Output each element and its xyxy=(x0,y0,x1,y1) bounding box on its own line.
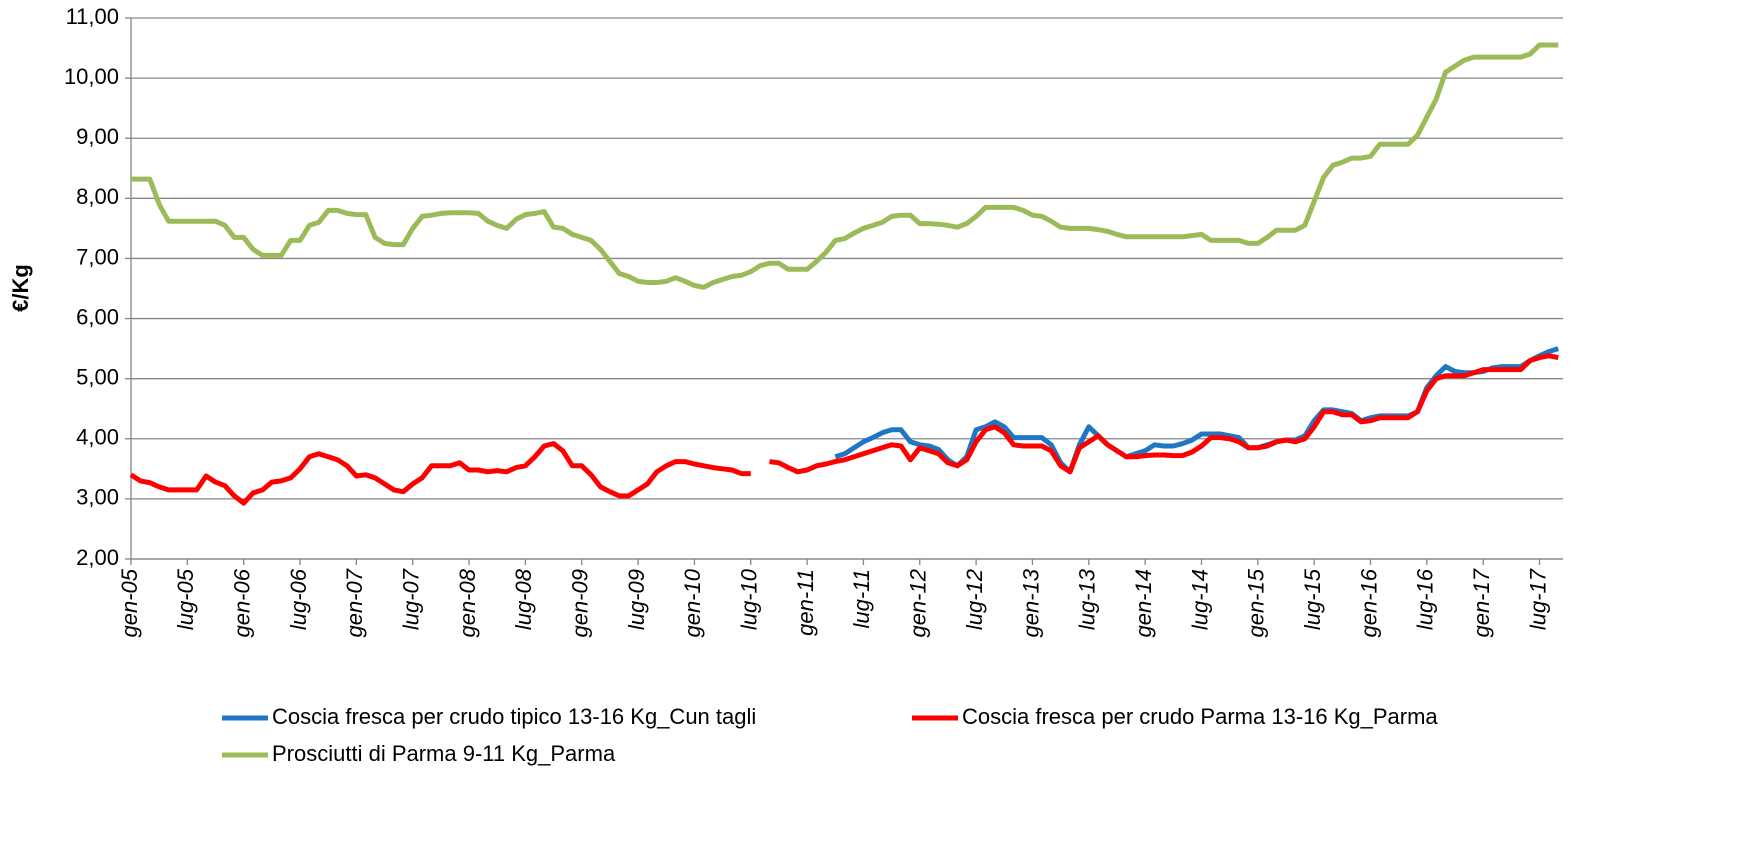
legend-label: Coscia fresca per crudo Parma 13-16 Kg_P… xyxy=(962,704,1438,729)
x-tick-label: lug-14 xyxy=(1187,569,1212,630)
x-tick-label: gen-13 xyxy=(1018,568,1043,637)
x-tick-label: lug-11 xyxy=(849,569,874,629)
legend-label: Coscia fresca per crudo tipico 13-16 Kg_… xyxy=(272,704,756,729)
x-tick-label: gen-17 xyxy=(1469,568,1494,637)
x-tick-label: gen-08 xyxy=(455,568,480,637)
x-tick-label: gen-09 xyxy=(568,569,593,638)
x-tick-label: lug-15 xyxy=(1300,568,1325,630)
y-tick-label: 11,00 xyxy=(66,4,119,29)
x-tick-label: gen-16 xyxy=(1356,568,1381,637)
y-axis-label: €/Kg xyxy=(8,264,33,312)
x-tick-label: lug-07 xyxy=(399,568,424,630)
y-tick-label: 8,00 xyxy=(76,184,119,209)
x-tick-label: gen-10 xyxy=(680,568,705,637)
y-tick-label: 4,00 xyxy=(76,425,119,450)
y-tick-label: 10,00 xyxy=(64,64,119,89)
y-tick-label: 9,00 xyxy=(76,124,119,149)
x-tick-label: lug-08 xyxy=(511,568,536,630)
x-tick-label: lug-16 xyxy=(1413,568,1438,630)
series-line xyxy=(129,353,1559,506)
x-tick-label: lug-05 xyxy=(173,568,198,630)
series-line xyxy=(131,42,1559,290)
x-tick-label: gen-14 xyxy=(1131,569,1156,638)
y-tick-label: 2,00 xyxy=(76,545,119,570)
x-tick-label: lug-09 xyxy=(624,569,649,630)
x-tick-label: lug-12 xyxy=(962,569,987,630)
x-tick-label: lug-13 xyxy=(1075,568,1100,630)
x-tick-label: lug-10 xyxy=(737,568,762,630)
x-tick-label: gen-07 xyxy=(342,568,367,637)
y-tick-label: 7,00 xyxy=(76,244,119,269)
x-tick-label: gen-05 xyxy=(117,568,142,637)
x-tick-label: gen-11 xyxy=(793,569,818,636)
legend-label: Prosciutti di Parma 9-11 Kg_Parma xyxy=(272,741,616,766)
series-line xyxy=(834,346,1560,475)
x-tick-label: gen-12 xyxy=(906,569,931,638)
x-tick-label: lug-06 xyxy=(286,568,311,630)
y-tick-label: 3,00 xyxy=(76,485,119,510)
x-tick-label: lug-17 xyxy=(1525,568,1550,630)
y-tick-label: 5,00 xyxy=(76,364,119,389)
x-tick-label: gen-06 xyxy=(229,568,254,637)
y-tick-label: 6,00 xyxy=(76,304,119,329)
x-tick-label: gen-15 xyxy=(1244,568,1269,637)
